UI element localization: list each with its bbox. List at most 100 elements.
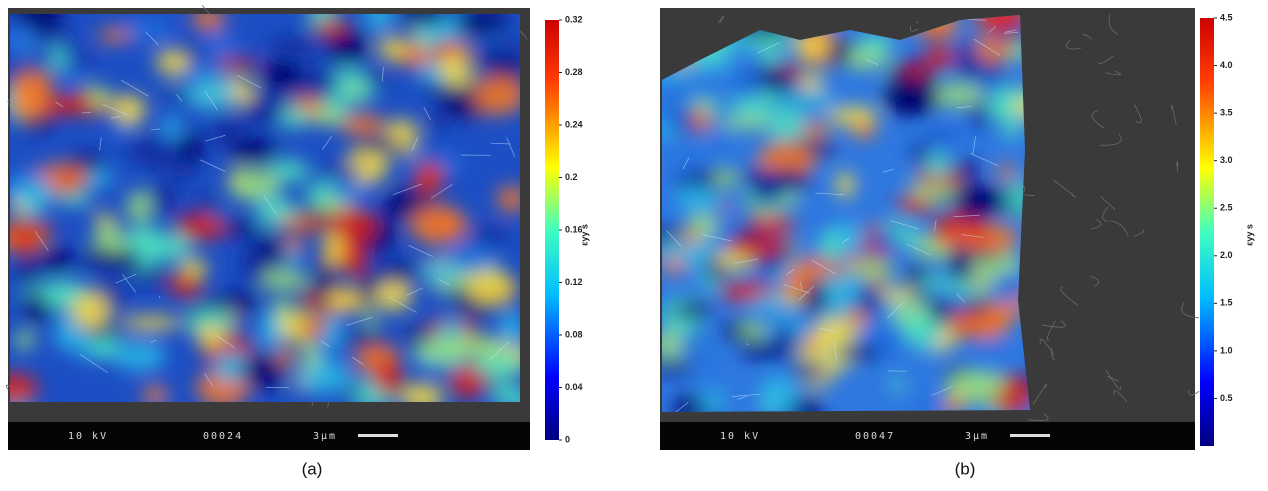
strain-blob [14,331,35,350]
strain-blob [314,19,348,37]
strain-blob [693,105,710,133]
strain-blob [126,139,178,165]
strain-blob [791,361,829,380]
strain-blob [36,29,75,44]
strain-blob [128,224,163,255]
strain-blob [174,162,197,180]
strain-blob [323,314,343,351]
strain-blob [374,281,412,311]
strain-blob [819,230,845,260]
strain-blob [749,169,785,205]
strain-blob [300,322,325,337]
colorbar-tick-label: 2.5 [1220,203,1233,213]
strain-blob [680,150,701,178]
strain-blob [374,358,401,397]
strain-blob [713,169,738,187]
colorbar-tick-label: 0.5 [1220,393,1233,403]
strain-blob [473,76,525,115]
strain-blob [997,164,1017,178]
strain-blob [921,127,966,145]
strain-blob [267,35,320,55]
strain-blob [10,87,48,120]
strain-blob [649,360,693,373]
strain-blob [338,388,363,400]
strain-blob [891,70,911,95]
colorbar-label: εyy s [1244,224,1254,246]
strain-blob [474,351,524,377]
strain-blob [718,117,773,129]
strain-blob [930,83,984,107]
colorbar-tick-label: 2.0 [1220,250,1233,260]
strain-blob [40,248,74,273]
strain-blob [761,376,799,415]
colorbar-tick-label: 0.04 [565,382,583,392]
strain-blob [178,133,203,163]
strain-blob [185,77,236,110]
strain-blob [330,180,368,202]
strain-blob [181,258,208,277]
strain-blob [804,279,826,315]
strain-blob [18,259,37,284]
strain-blob [59,173,78,185]
strain-blob [132,270,168,282]
strain-blob [911,185,957,200]
strain-blob [12,236,38,255]
strain-map [645,0,1052,423]
colorbar-tick-label: 3.5 [1220,107,1233,117]
strain-blob [414,161,444,195]
colorbar-tick-label: 3.0 [1220,155,1233,165]
colorbar-tick-label: 1.5 [1220,298,1233,308]
strain-blob [175,214,226,240]
strain-blob [286,237,302,253]
strain-blob [156,49,190,75]
strain-blob [407,326,425,344]
strain-blob [825,357,852,370]
strain-blob [324,230,344,268]
strain-blob [726,237,785,257]
strain-blob [700,277,720,290]
colorbar [1200,18,1214,446]
strain-map [0,0,532,414]
info-text: 10 kV [68,431,108,442]
strain-blob [83,248,118,265]
strain-blob [122,315,180,330]
strain-blob [773,325,797,362]
strain-blob [260,60,302,90]
info-text: 3μm [313,431,337,442]
info-text: 10 kV [720,431,760,442]
strain-blob [127,190,152,223]
info-text: 00047 [855,431,895,442]
strain-blob [343,334,388,347]
strain-blob [241,354,285,390]
strain-blob [750,216,797,230]
strain-blob [829,40,850,66]
strain-blob [209,116,245,148]
strain-blob [467,227,510,245]
strain-blob [679,328,714,366]
strain-blob [675,186,721,212]
strain-blob [948,279,994,295]
strain-blob [313,107,341,126]
strain-blob [889,378,905,391]
colorbar [545,20,559,440]
strain-blob [279,106,309,128]
strain-blob [977,340,1008,357]
strain-blob [241,245,269,284]
strain-blob [149,181,178,215]
strain-blob [363,313,379,328]
strain-blob [91,88,113,110]
scale-bar [1010,434,1050,437]
strain-blob [923,46,955,68]
info-text: 00024 [203,431,243,442]
strain-blob [946,371,1005,403]
scale-bar [358,434,398,437]
colorbar-tick-label: 0 [565,434,570,444]
strain-blob [846,262,894,277]
panel-caption: (a) [302,459,323,478]
strain-blob [499,309,523,348]
colorbar-tick-label: 0.28 [565,67,583,77]
colorbar-tick-label: 0.32 [565,14,583,24]
strain-blob [71,291,110,329]
strain-blob [660,107,686,128]
